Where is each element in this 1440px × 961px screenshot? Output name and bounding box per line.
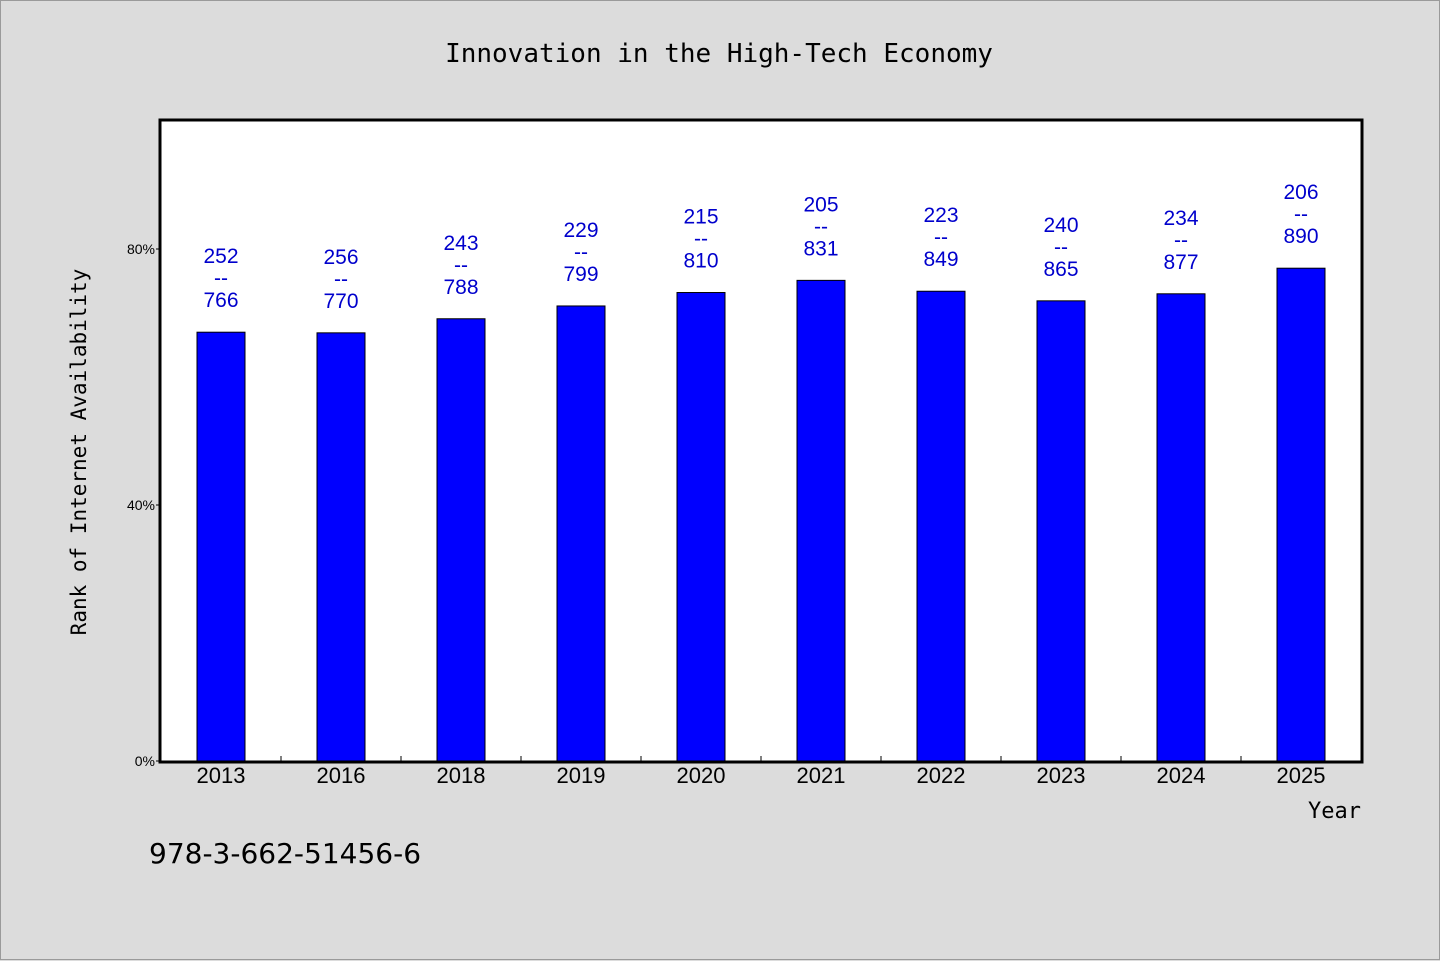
data-label-2025-bottom: 890: [1283, 225, 1318, 248]
data-label-2020-sep: --: [694, 228, 708, 251]
data-label-2025-top: 206: [1283, 181, 1318, 204]
x-axis: 2013 2016 2018 2019 2020 2021 2022 2023 2024 2025: [197, 756, 1326, 788]
x-tick-label-2018: 2018: [437, 763, 486, 788]
data-label-2016-sep: --: [334, 268, 348, 291]
y-tick-label-40: 40%: [127, 497, 155, 513]
data-labels-layer: 252--766256--770243--788229--799215--810…: [203, 181, 1318, 313]
data-label-2023-bottom: 865: [1043, 258, 1078, 281]
data-label-2021-sep: --: [814, 215, 828, 238]
data-label-2019-sep: --: [574, 241, 588, 264]
data-label-2022-bottom: 849: [923, 248, 958, 271]
data-label-2024-bottom: 877: [1163, 251, 1198, 274]
data-label-2021-top: 205: [803, 193, 838, 216]
data-label-2020-top: 215: [683, 206, 718, 229]
bar-2021: [796, 279, 846, 762]
data-label-2020-bottom: 810: [683, 250, 718, 273]
y-axis: 0% 40% 80%: [127, 241, 161, 769]
data-label-2013-bottom: 766: [203, 289, 238, 312]
data-label-2024-top: 234: [1163, 207, 1198, 230]
data-label-2018-sep: --: [454, 254, 468, 277]
bar-2025: [1276, 267, 1326, 762]
x-tick-label-2021: 2021: [797, 763, 846, 788]
data-label-2013-sep: --: [214, 267, 228, 290]
x-tick-label-2013: 2013: [197, 763, 246, 788]
data-label-2016-top: 256: [323, 246, 358, 269]
x-tick-label-2019: 2019: [557, 763, 606, 788]
data-label-2018-bottom: 788: [443, 276, 478, 299]
y-tick-label-0: 0%: [135, 753, 155, 769]
data-label-2016-bottom: 770: [323, 290, 358, 313]
data-label-2013-top: 252: [203, 245, 238, 268]
data-label-2019-bottom: 799: [563, 263, 598, 286]
data-label-2019-top: 229: [563, 219, 598, 242]
y-tick-label-80: 80%: [127, 241, 155, 257]
x-tick-label-2023: 2023: [1037, 763, 1086, 788]
x-tick-label-2020: 2020: [677, 763, 726, 788]
bar-2019: [556, 305, 606, 762]
data-label-2018-top: 243: [443, 232, 478, 255]
x-tick-label-2025: 2025: [1277, 763, 1326, 788]
y-axis-title: Rank of Internet Availability: [67, 269, 91, 636]
bar-2024: [1156, 293, 1206, 762]
isbn-footer: 978-3-662-51456-6: [149, 837, 421, 870]
x-tick-label-2016: 2016: [317, 763, 366, 788]
data-label-2024-sep: --: [1174, 229, 1188, 252]
data-label-2025-sep: --: [1294, 203, 1308, 226]
bars-layer: [196, 267, 1326, 762]
bar-2020: [676, 292, 726, 762]
data-label-2022-top: 223: [923, 204, 958, 227]
x-tick-label-2022: 2022: [917, 763, 966, 788]
bar-2018: [436, 318, 486, 762]
x-axis-title: Year: [1308, 799, 1361, 824]
data-label-2023-sep: --: [1054, 236, 1068, 259]
x-tick-label-2024: 2024: [1157, 763, 1206, 788]
bar-2013: [196, 331, 246, 762]
bar-2022: [916, 290, 966, 762]
data-label-2023-top: 240: [1043, 214, 1078, 237]
data-label-2021-bottom: 831: [803, 237, 838, 260]
bar-2023: [1036, 300, 1086, 762]
bar-2016: [316, 332, 366, 762]
data-label-2022-sep: --: [934, 226, 948, 249]
chart-title: Innovation in the High-Tech Economy: [445, 39, 993, 69]
